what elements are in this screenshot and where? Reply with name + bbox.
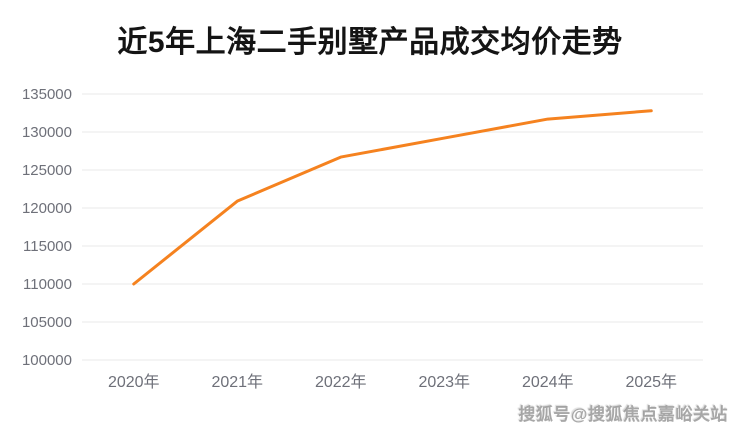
x-axis-tick-label: 2025年 <box>625 373 677 391</box>
x-axis-tick-label: 2024年 <box>522 373 574 391</box>
y-axis-tick-label: 130000 <box>22 124 72 141</box>
y-axis-tick-label: 105000 <box>22 314 72 331</box>
sohu-watermark: 搜狐号@搜狐焦点嘉峪关站 <box>518 405 728 424</box>
x-axis-tick-label: 2023年 <box>418 373 470 391</box>
y-axis-tick-label: 100000 <box>22 352 72 369</box>
x-axis-tick-label: 2021年 <box>211 373 263 391</box>
y-axis-tick-label: 110000 <box>23 276 72 293</box>
y-axis-tick-label: 120000 <box>22 200 72 217</box>
x-axis-tick-label: 2022年 <box>315 373 367 391</box>
chart-title: 近5年上海二手别墅产品成交均价走势 <box>117 26 623 59</box>
y-axis-tick-label: 135000 <box>22 86 72 103</box>
x-axis-tick-label: 2020年 <box>108 373 160 391</box>
price-line-series <box>132 109 653 286</box>
y-axis-tick-label: 125000 <box>22 162 72 179</box>
y-axis-tick-label: 115000 <box>23 238 72 255</box>
